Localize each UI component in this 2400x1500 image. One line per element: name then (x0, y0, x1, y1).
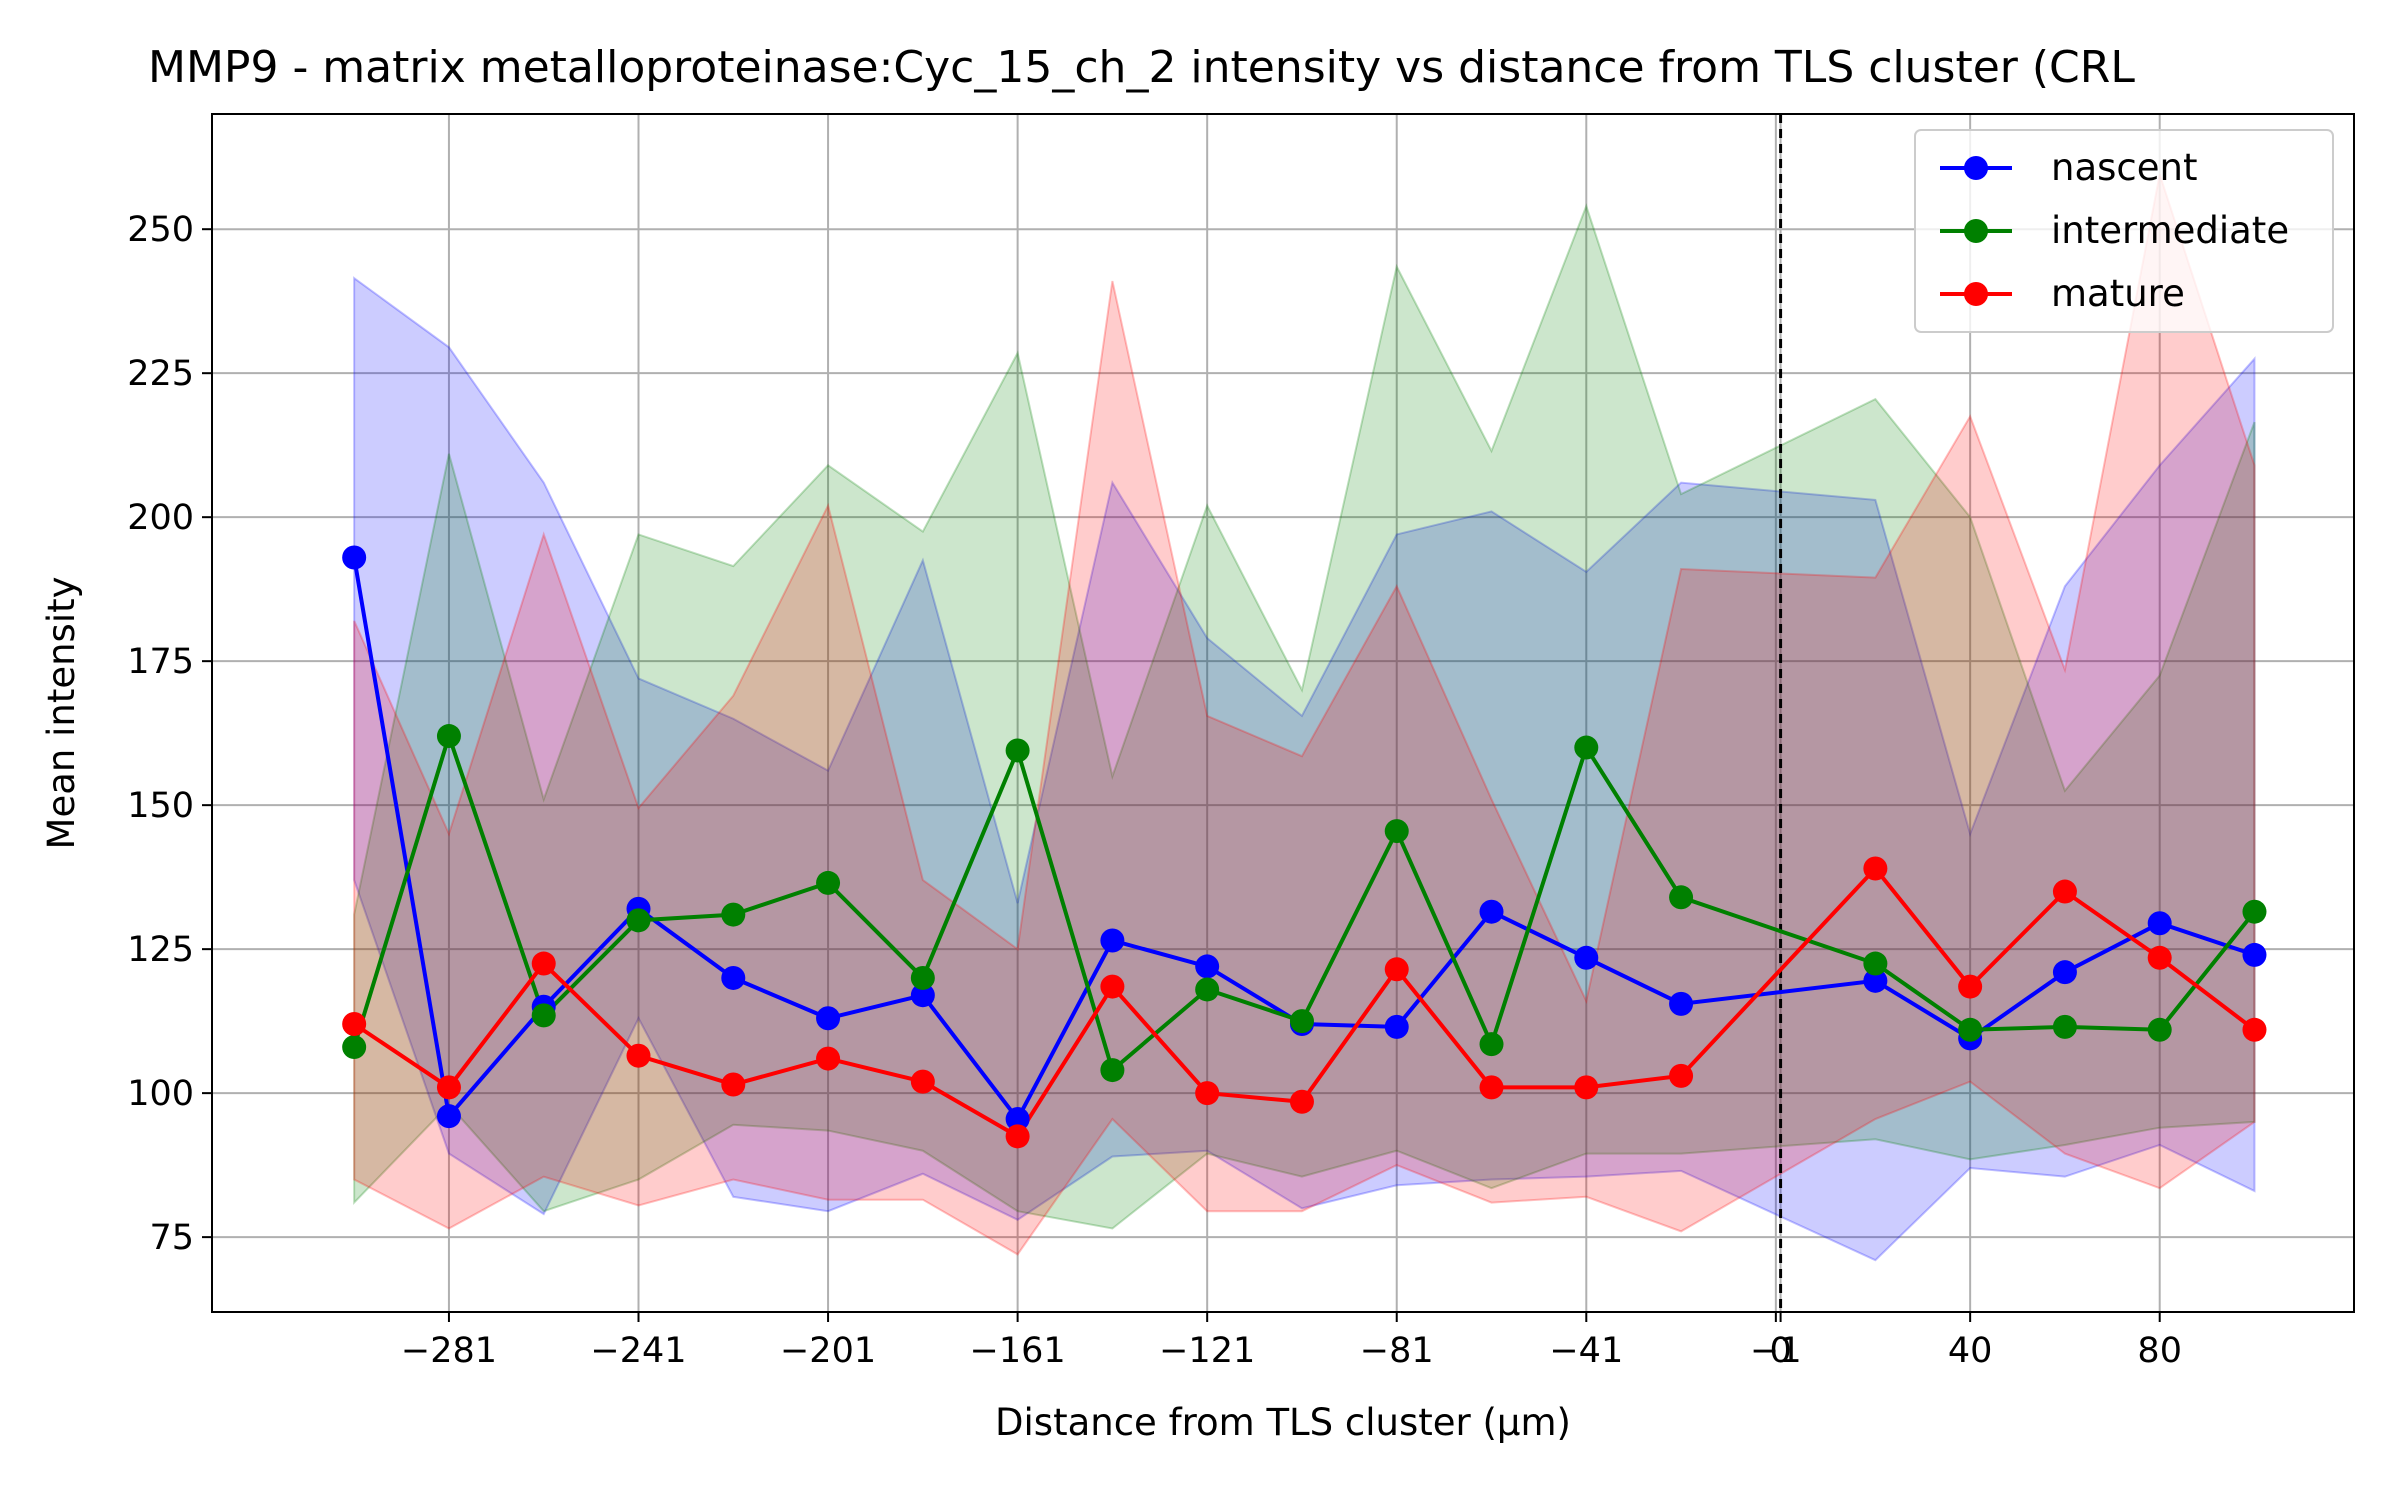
x-tick-label: 0 (1769, 1331, 1791, 1371)
y-tick-label: 150 (127, 786, 194, 826)
marker-intermediate (1195, 977, 1220, 1002)
marker-mature (1100, 974, 1125, 999)
marker-mature (1574, 1075, 1599, 1100)
y-tick-label: 75 (149, 1218, 194, 1258)
x-tick-label: −1 (1750, 1331, 1802, 1371)
legend-marker-intermediate (1964, 219, 1988, 243)
marker-mature (1195, 1081, 1220, 1106)
x-tick-label: −201 (780, 1331, 876, 1371)
marker-nascent (1384, 1014, 1409, 1039)
plot-frame (211, 113, 2355, 1313)
marker-intermediate (436, 724, 461, 749)
marker-intermediate (626, 908, 651, 933)
marker-mature (1289, 1089, 1314, 1114)
marker-nascent (1574, 945, 1599, 970)
x-tick-label: 80 (2137, 1331, 2182, 1371)
marker-nascent (2052, 960, 2077, 985)
marker-mature (1479, 1075, 1504, 1100)
marker-intermediate (1384, 819, 1409, 844)
legend-label-mature: mature (2051, 272, 2185, 315)
legend-label-nascent: nascent (2051, 146, 2197, 189)
marker-intermediate (910, 965, 935, 990)
marker-mature (1958, 974, 1983, 999)
marker-mature (1005, 1124, 1030, 1149)
marker-nascent (1100, 928, 1125, 953)
marker-nascent (1005, 1107, 1030, 1132)
marker-mature (1863, 856, 1888, 881)
y-tick-label: 175 (127, 642, 194, 682)
marker-mature (721, 1072, 746, 1097)
marker-nascent (436, 1104, 461, 1129)
marker-intermediate (1289, 1009, 1314, 1034)
y-tick-label: 200 (127, 498, 194, 538)
marker-nascent (1479, 899, 1504, 924)
x-ticks: −281 −241 −201 −161 −121 −81 −41 −10 40 80 (401, 1312, 2182, 1371)
marker-intermediate (2052, 1014, 2077, 1039)
marker-mature (436, 1075, 461, 1100)
line-mature (353, 865, 2256, 1140)
marker-mature (816, 1046, 841, 1071)
marker-intermediate (1669, 885, 1694, 910)
marker-intermediate (1479, 1032, 1504, 1057)
marker-mature (342, 1012, 367, 1037)
marker-nascent (721, 965, 746, 990)
x-tick-label: −281 (401, 1331, 497, 1371)
x-tick-label: −121 (1159, 1331, 1255, 1371)
marker-nascent (1863, 968, 1888, 993)
x-tick-label: −41 (1549, 1331, 1623, 1371)
marker-mature (910, 1069, 935, 1094)
y-grid (212, 228, 2354, 1239)
y-tick-label: 100 (127, 1074, 194, 1114)
series-lines (352, 557, 2257, 1140)
marker-intermediate (1958, 1017, 1983, 1042)
line-intermediate (352, 729, 2257, 1074)
marker-nascent (816, 1006, 841, 1031)
marker-mature (1384, 957, 1409, 982)
marker-nascent (1195, 954, 1220, 979)
marker-intermediate (1574, 735, 1599, 760)
x-axis-label: Distance from TLS cluster (μm) (995, 1401, 1571, 1444)
marker-intermediate (2242, 899, 2267, 924)
marker-mature (2242, 1017, 2267, 1042)
legend-marker-mature (1964, 282, 1988, 306)
marker-mature (2147, 945, 2172, 970)
marker-intermediate (1863, 951, 1888, 976)
y-axis-label: Mean intensity (40, 577, 83, 850)
marker-intermediate (1005, 738, 1030, 763)
marker-intermediate (721, 902, 746, 927)
legend-label-intermediate: intermediate (2051, 209, 2289, 252)
y-ticks: 75 100 125 150 175 200 225 250 (127, 210, 212, 1258)
marker-intermediate (531, 1003, 556, 1028)
marker-nascent (1669, 991, 1694, 1016)
legend-marker-nascent (1964, 156, 1988, 180)
marker-intermediate (816, 870, 841, 895)
x-tick-label: 40 (1948, 1331, 1993, 1371)
marker-nascent (2242, 942, 2267, 967)
marker-mature (531, 951, 556, 976)
x-tick-label: −241 (590, 1331, 686, 1371)
y-tick-label: 125 (127, 930, 194, 970)
marker-nascent (910, 983, 935, 1008)
legend: nascent intermediate mature (1914, 129, 2334, 333)
marker-intermediate (2147, 1017, 2172, 1042)
y-tick-label: 225 (127, 354, 194, 394)
y-tick-label: 250 (127, 210, 194, 250)
marker-mature (2052, 879, 2077, 904)
marker-intermediate (342, 1035, 367, 1060)
chart-title: MMP9 - matrix metalloproteinase:Cyc_15_c… (148, 42, 2135, 93)
marker-intermediate (1100, 1058, 1125, 1083)
marker-nascent (342, 545, 367, 570)
x-tick-label: −161 (970, 1331, 1066, 1371)
marker-nascent (2147, 911, 2172, 936)
marker-mature (1669, 1063, 1694, 1088)
series-markers (342, 545, 2267, 1149)
marker-mature (626, 1043, 651, 1068)
x-tick-label: −81 (1360, 1331, 1434, 1371)
legend-box (1914, 129, 2334, 333)
